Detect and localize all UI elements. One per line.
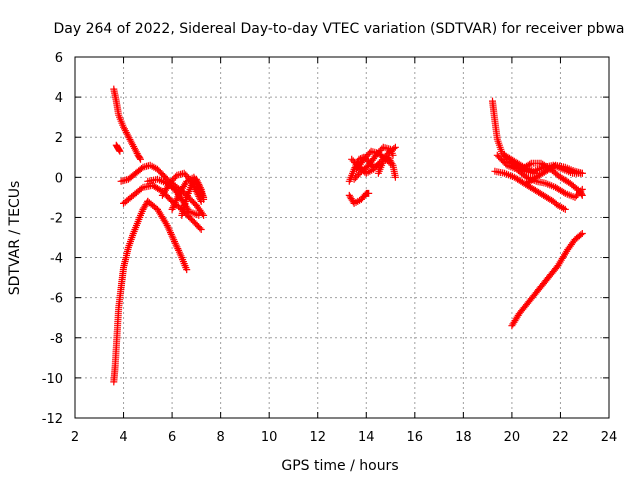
data-point-markers xyxy=(178,175,208,219)
y-tick-label: 2 xyxy=(55,131,63,146)
data-point-markers xyxy=(110,85,144,163)
data-point-markers xyxy=(345,189,373,207)
data-point-markers xyxy=(491,167,569,213)
x-tick-label: 6 xyxy=(168,430,176,445)
data-markers xyxy=(110,85,586,386)
y-tick-label: -12 xyxy=(42,412,63,427)
y-tick-label: 4 xyxy=(55,91,63,106)
series-track-16 xyxy=(353,147,394,173)
series-track-22 xyxy=(523,161,586,187)
y-tick-label: -2 xyxy=(50,211,63,226)
data-point-markers xyxy=(144,197,191,274)
y-axis-label: SDTVAR / TECUs xyxy=(7,181,23,296)
series-track-01 xyxy=(110,85,144,163)
y-tick-label: 0 xyxy=(55,171,63,186)
y-tick-label: -6 xyxy=(50,292,63,307)
y-tick-label: -10 xyxy=(42,372,63,387)
grid-lines xyxy=(75,57,609,418)
data-point-markers xyxy=(353,147,394,173)
data-point-markers xyxy=(120,181,205,233)
y-tick-labels: -12 -10 -8 -6 -4 -2 0 2 4 6 xyxy=(42,51,63,427)
x-tick-label: 4 xyxy=(119,430,127,445)
x-tick-label: 14 xyxy=(358,430,375,445)
y-tick-label: -4 xyxy=(50,252,63,267)
x-axis-label: GPS time / hours xyxy=(281,458,398,474)
x-tick-label: 12 xyxy=(309,430,326,445)
data-point-markers xyxy=(110,197,152,386)
y-tick-label: -8 xyxy=(50,332,63,347)
series-track-10 xyxy=(178,175,208,219)
series-track-02 xyxy=(112,141,124,155)
data-point-markers xyxy=(523,161,586,187)
x-tick-label: 16 xyxy=(407,430,424,445)
data-point-markers xyxy=(112,141,124,155)
series-track-23 xyxy=(508,230,586,330)
x-tick-label: 8 xyxy=(216,430,224,445)
x-tick-label: 18 xyxy=(455,430,472,445)
series-track-11 xyxy=(345,189,373,207)
x-tick-label: 10 xyxy=(261,430,278,445)
series-track-18 xyxy=(491,167,569,213)
x-tick-label: 20 xyxy=(504,430,521,445)
x-tick-label: 2 xyxy=(71,430,79,445)
chart-title: Day 264 of 2022, Sidereal Day-to-day VTE… xyxy=(53,21,624,37)
y-tick-label: 6 xyxy=(55,51,63,66)
series-track-04 xyxy=(144,197,191,274)
x-tick-label: 24 xyxy=(601,430,618,445)
data-point-markers xyxy=(508,230,586,330)
series-track-03 xyxy=(110,197,152,386)
x-tick-label: 22 xyxy=(552,430,569,445)
series-track-06 xyxy=(120,181,205,233)
x-tick-labels: 2 4 6 8 10 12 14 16 18 20 22 24 xyxy=(71,430,617,445)
plot-frame xyxy=(74,56,610,419)
